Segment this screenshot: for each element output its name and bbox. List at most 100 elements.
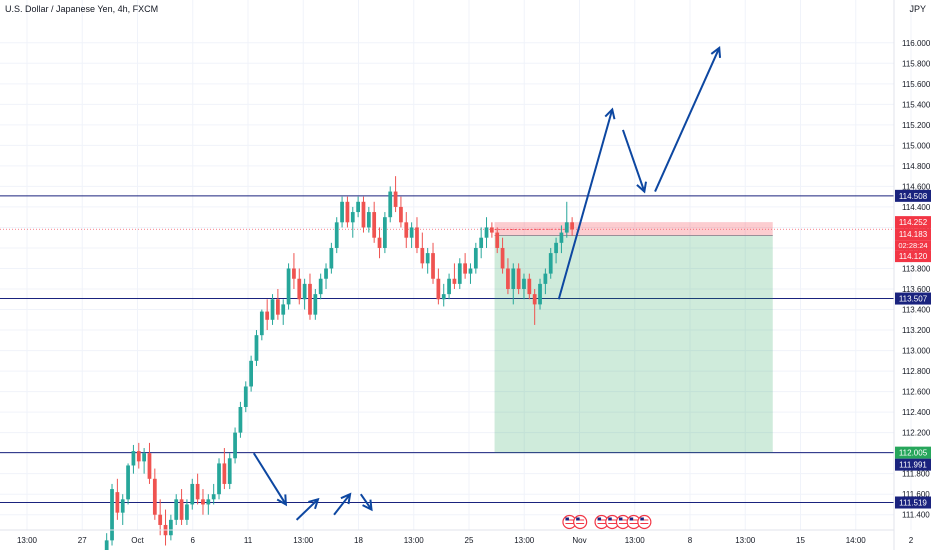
us-event-flag-canton: [608, 518, 612, 521]
price-tick-label: 115.200: [902, 121, 931, 130]
candle-body: [303, 284, 307, 299]
candle-body: [276, 299, 280, 314]
time-tick-label: 13:00: [404, 536, 425, 545]
countdown-label-text: 02:28:24: [898, 241, 927, 250]
candle-body: [233, 433, 237, 459]
price-label-text: 113.507: [899, 295, 928, 304]
candle-body: [410, 227, 414, 237]
time-tick-label: 13:00: [735, 536, 756, 545]
us-event-flag-icon: [574, 516, 587, 529]
candle-body: [506, 268, 510, 289]
candle-body: [158, 515, 162, 525]
candle-body: [292, 268, 296, 278]
candle-body: [287, 268, 291, 304]
candle-body: [362, 202, 366, 228]
price-tick-label: 112.200: [902, 429, 931, 438]
candle-body: [319, 279, 323, 294]
candle-body: [560, 233, 564, 243]
candle-body: [126, 465, 130, 499]
candle-body: [351, 212, 355, 222]
candle-body: [447, 279, 451, 294]
price-tick-label: 115.800: [902, 59, 931, 68]
candle-body: [180, 499, 184, 520]
candle-body: [271, 299, 275, 320]
time-tick-label: 13:00: [17, 536, 38, 545]
time-tick-label: 18: [354, 536, 363, 545]
candle-body: [185, 504, 189, 519]
price-label-text: 111.519: [899, 499, 927, 508]
candle-body: [565, 222, 569, 232]
time-tick-label: 8: [688, 536, 693, 545]
candle-body: [463, 263, 467, 273]
price-tick-label: 114.400: [902, 203, 931, 212]
price-tick-label: 112.400: [902, 408, 931, 417]
candle-body: [105, 540, 109, 550]
candle-body: [437, 279, 441, 300]
time-tick-label: Oct: [131, 536, 144, 545]
candle-body: [249, 361, 253, 387]
price-tick-label: 111.400: [902, 511, 930, 520]
time-tick-label: 27: [78, 536, 87, 545]
us-event-flag-canton: [598, 518, 602, 521]
candle-body: [196, 484, 200, 499]
price-tick-label: 112.800: [902, 367, 931, 376]
candle-body: [142, 453, 146, 461]
us-event-flag-canton: [576, 518, 580, 521]
candle-body: [223, 463, 227, 484]
price-label-text: 114.120: [899, 252, 928, 261]
candle-body: [217, 463, 221, 494]
candle-body: [538, 284, 542, 305]
candle-body: [420, 248, 424, 263]
candle-body: [132, 451, 136, 465]
candle-body: [426, 253, 430, 263]
candle-body: [324, 268, 328, 278]
us-event-flag-icon: [638, 516, 651, 529]
time-tick-label: 13:00: [625, 536, 646, 545]
price-tick-label: 115.400: [902, 100, 931, 109]
price-label-text: 112.005: [899, 449, 928, 458]
price-tick-label: 114.800: [902, 162, 931, 171]
candle-body: [495, 233, 499, 248]
us-event-flag-canton: [640, 518, 644, 521]
candle-body: [453, 279, 457, 284]
price-tick-label: 112.600: [902, 388, 931, 397]
price-tick-label: 111.800: [902, 470, 930, 479]
time-tick-label: 2: [909, 536, 914, 545]
candle-body: [260, 312, 264, 336]
candle-body: [228, 458, 232, 484]
candle-body: [244, 386, 248, 407]
candle-body: [239, 407, 243, 433]
candle-body: [490, 227, 494, 232]
time-tick-label: 13:00: [514, 536, 535, 545]
time-tick-label: 6: [191, 536, 196, 545]
candle-body: [388, 192, 392, 218]
candle-body: [330, 248, 334, 269]
price-label-text: 111.991: [899, 461, 927, 470]
candle-body: [378, 238, 382, 248]
candle-body: [570, 222, 574, 229]
price-tick-label: 113.400: [902, 306, 931, 315]
candle-body: [153, 479, 157, 515]
time-tick-label: 13:00: [293, 536, 314, 545]
currency-unit: JPY: [909, 4, 926, 14]
candle-body: [190, 484, 194, 505]
candle-body: [522, 279, 526, 289]
us-event-flag-canton: [619, 518, 623, 521]
candle-body: [367, 212, 371, 227]
candle-body: [356, 202, 360, 212]
price-tick-label: 115.000: [902, 141, 931, 150]
candle-body: [404, 222, 408, 237]
candle-body: [501, 248, 505, 269]
time-tick-label: 15: [796, 536, 805, 545]
candle-body: [174, 499, 178, 520]
candle-body: [206, 499, 210, 504]
candle-body: [554, 243, 558, 253]
candle-body: [116, 492, 120, 513]
price-tick-label: 113.200: [902, 326, 931, 335]
candle-body: [297, 279, 301, 300]
candle-body: [533, 294, 537, 304]
candle-body: [169, 520, 173, 535]
price-tick-label: 113.000: [902, 347, 931, 356]
